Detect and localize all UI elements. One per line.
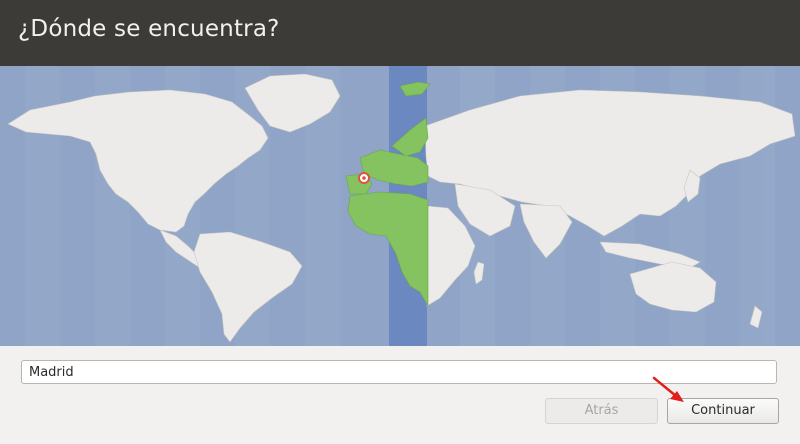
location-input[interactable] — [21, 360, 777, 384]
annotation-arrow-icon — [652, 376, 684, 402]
world-map-graphic — [7, 66, 796, 346]
selected-timezone-land — [345, 81, 431, 308]
page-title: ¿Dónde se encuentra? — [18, 16, 280, 42]
continue-button[interactable]: Continuar — [667, 398, 779, 424]
window-titlebar: ¿Dónde se encuentra? — [0, 0, 800, 66]
timezone-map[interactable] — [0, 66, 800, 346]
back-button[interactable]: Atrás — [545, 398, 658, 424]
